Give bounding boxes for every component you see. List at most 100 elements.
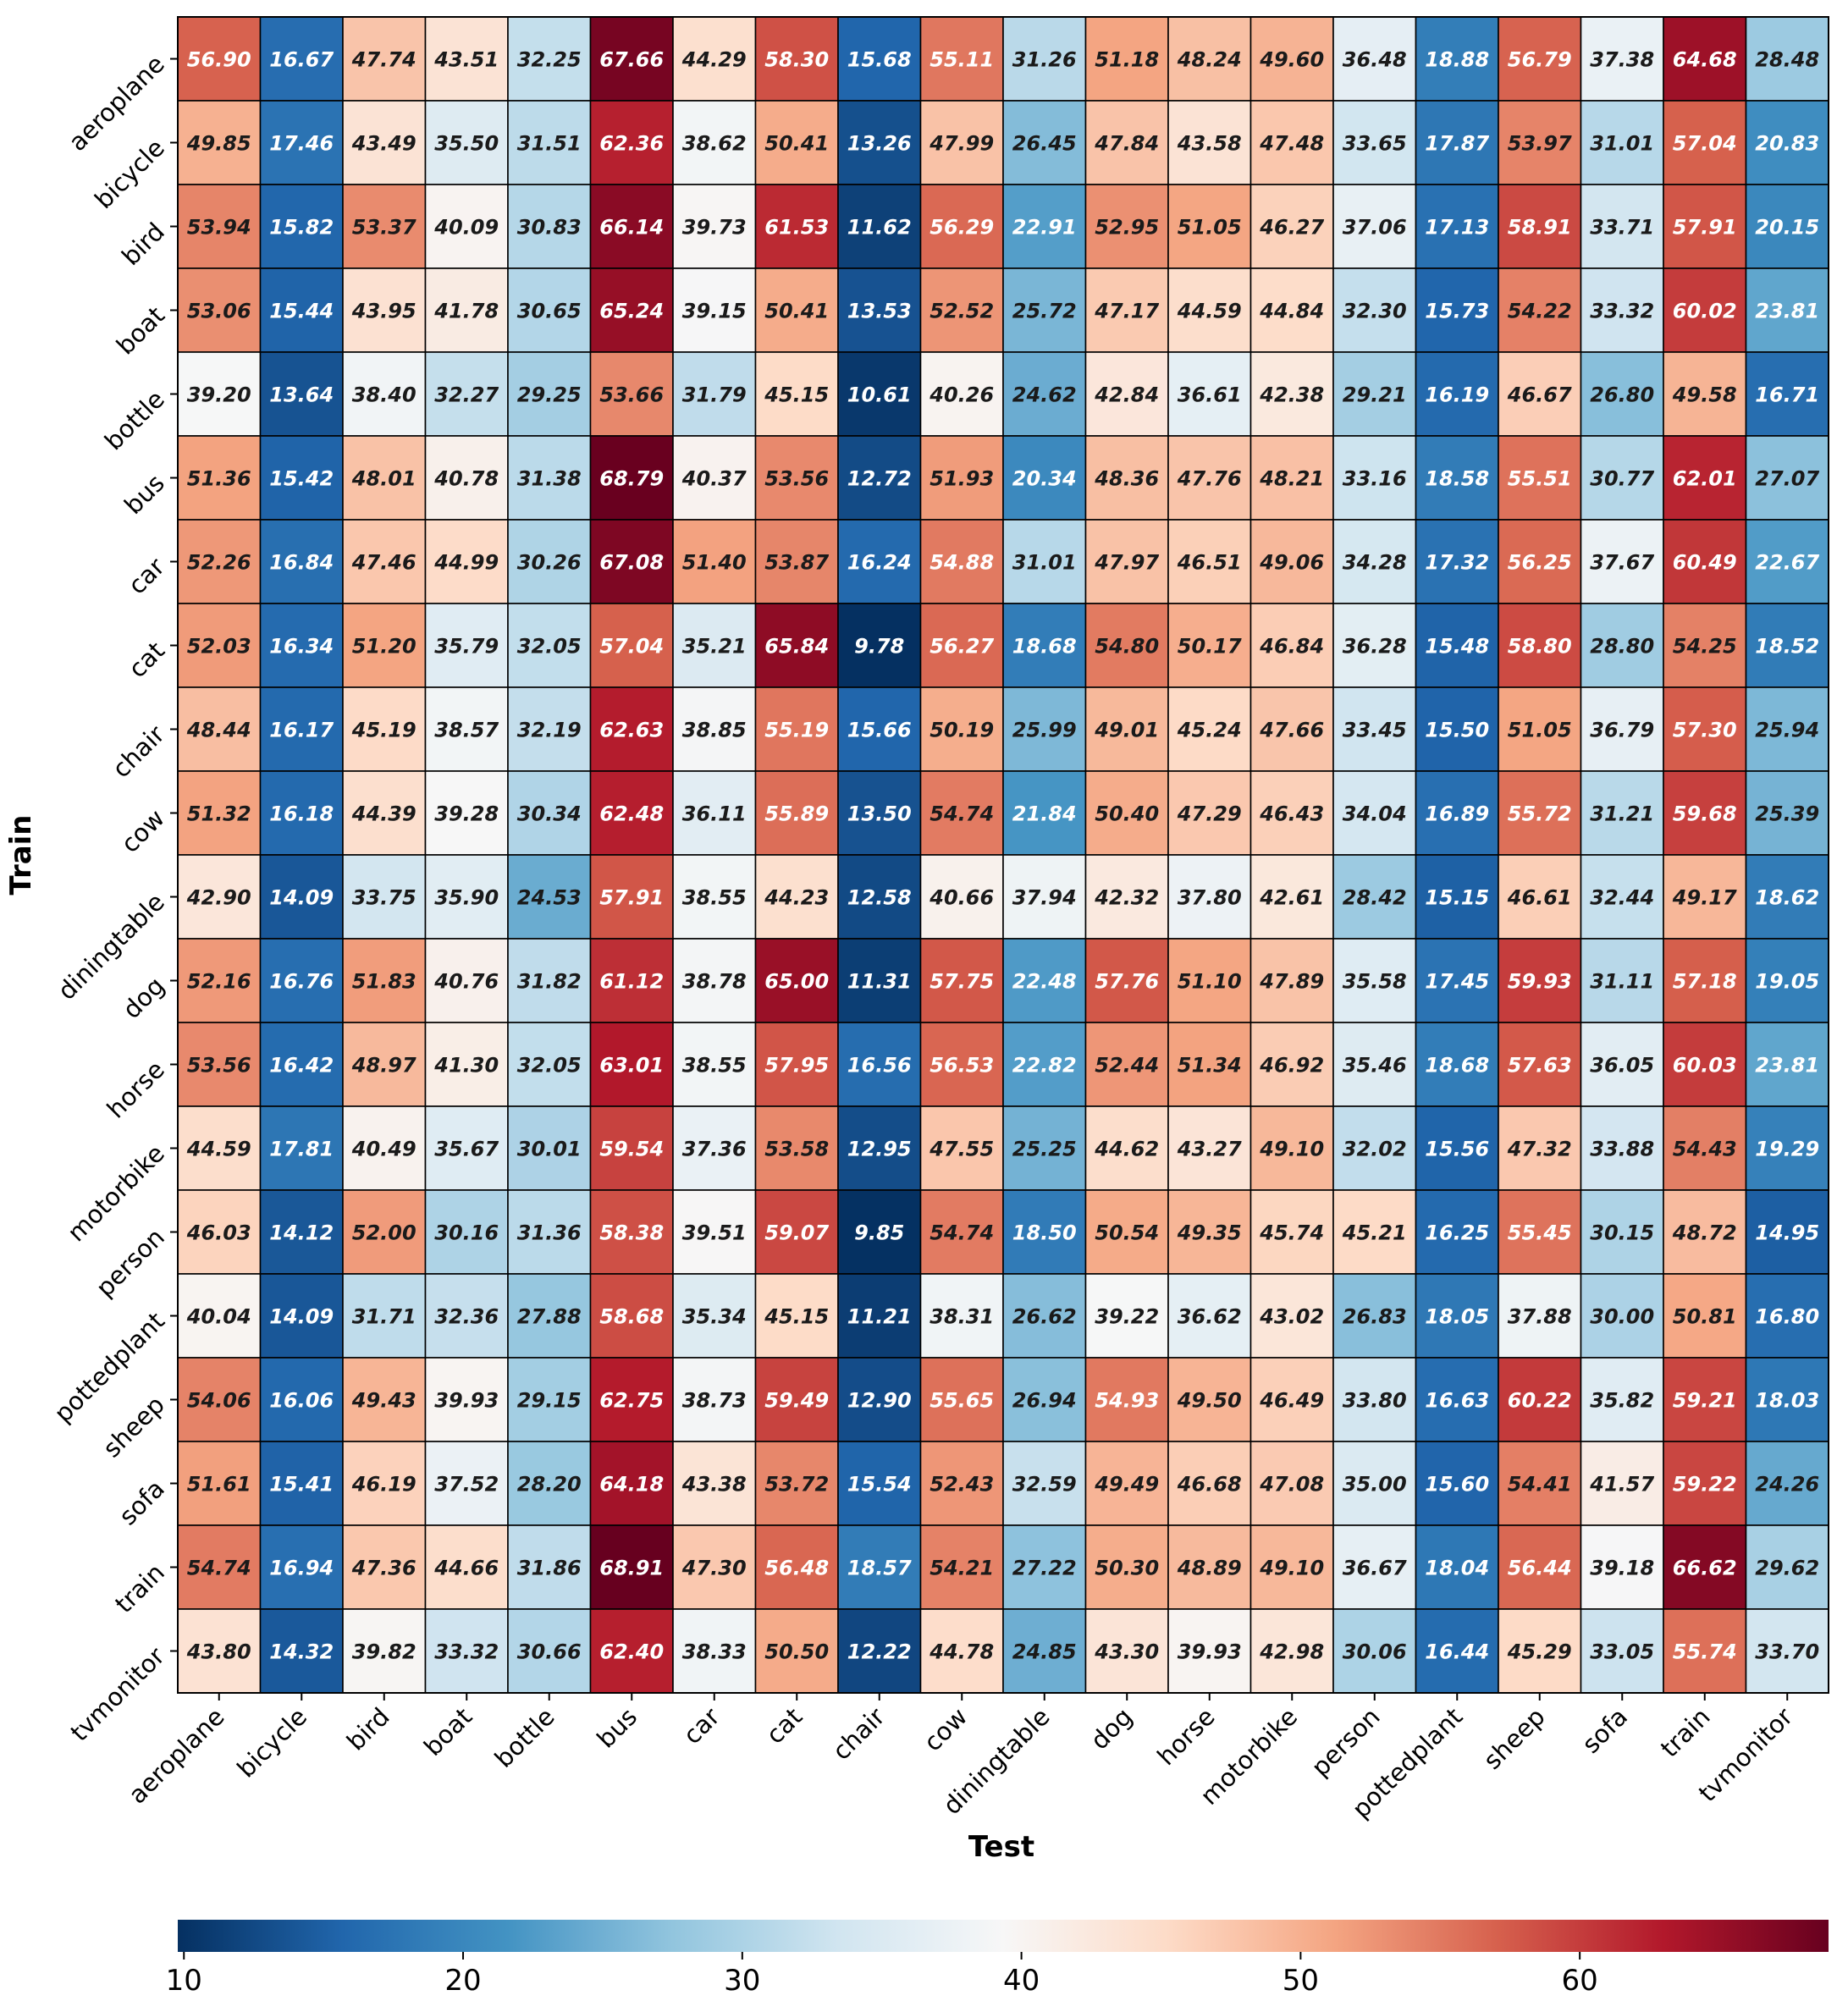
cell-value-label: 14.12	[269, 1221, 334, 1245]
cell-value-label: 59.49	[764, 1389, 829, 1413]
cell-value-label: 33.32	[1590, 300, 1654, 323]
cell-value-label: 48.24	[1177, 48, 1242, 72]
heatmap-cell	[1580, 1273, 1664, 1359]
heatmap-cell	[1167, 770, 1252, 856]
cell-value-label: 49.06	[1259, 551, 1324, 575]
cell-value-label: 31.26	[1012, 48, 1077, 72]
heatmap-cell	[589, 686, 674, 772]
heatmap-cell	[754, 1357, 839, 1442]
cell-value-label: 53.66	[599, 383, 664, 407]
cell-value-label: 51.10	[1178, 970, 1242, 994]
heatmap-cell	[1663, 435, 1747, 521]
heatmap-cell	[1745, 1022, 1829, 1107]
cell-value-label: 32.36	[434, 1305, 499, 1329]
cell-value-label: 48.72	[1672, 1221, 1737, 1245]
colorbar-tick-label: 10	[166, 1964, 202, 1998]
cell-value-label: 16.34	[269, 635, 334, 659]
cell-value-label: 32.19	[517, 719, 582, 742]
cell-value-label: 49.49	[1094, 1473, 1159, 1497]
cell-value-label: 31.01	[1590, 132, 1654, 156]
cell-value-label: 38.78	[682, 970, 747, 994]
heatmap-cell	[1249, 1608, 1334, 1694]
heatmap-cell	[1745, 435, 1829, 521]
cell-value-label: 56.25	[1508, 551, 1572, 575]
cell-value-label: 17.32	[1425, 551, 1489, 575]
heatmap-cell	[837, 267, 922, 353]
heatmap-cell	[1745, 938, 1829, 1023]
x-tick-label: dog	[1085, 1702, 1139, 1756]
heatmap-cell	[1663, 686, 1747, 772]
heatmap-cell	[672, 519, 757, 604]
cell-value-label: 48.44	[186, 719, 251, 742]
heatmap-cell	[424, 1441, 509, 1526]
cell-value-label: 60.22	[1508, 1389, 1572, 1413]
colorbar-tick-label: 30	[724, 1964, 760, 1998]
y-tick-label: cow	[115, 803, 170, 858]
cell-value-label: 38.33	[682, 1640, 747, 1664]
cell-value-label: 16.94	[269, 1557, 334, 1580]
cell-value-label: 46.68	[1177, 1473, 1242, 1497]
heatmap-cell	[1663, 267, 1747, 353]
heatmap-cell	[1580, 351, 1664, 437]
cell-value-label: 40.76	[433, 970, 499, 994]
heatmap-cell	[754, 184, 839, 269]
cell-value-label: 35.90	[434, 886, 499, 910]
y-tick-label: train	[109, 1557, 170, 1618]
heatmap-cell	[1002, 1441, 1087, 1526]
heatmap-cell	[1249, 938, 1334, 1023]
cell-value-label: 52.16	[187, 970, 251, 994]
cell-value-label: 30.16	[434, 1221, 499, 1245]
cell-value-label: 15.60	[1425, 1473, 1489, 1497]
heatmap-cell	[1002, 770, 1087, 856]
cell-value-label: 11.31	[847, 970, 912, 994]
cell-value-label: 47.97	[1094, 551, 1159, 575]
heatmap-cell	[1002, 519, 1087, 604]
cell-value-label: 38.62	[682, 132, 747, 156]
heatmap-cell	[177, 267, 262, 353]
cell-value-label: 14.32	[269, 1640, 334, 1664]
cell-value-label: 9.85	[854, 1221, 904, 1245]
cell-value-label: 62.63	[599, 719, 664, 742]
heatmap-cell	[1745, 603, 1829, 688]
heatmap-cell	[342, 1357, 427, 1442]
heatmap-cell	[177, 770, 262, 856]
heatmap-cell	[672, 351, 757, 437]
cell-value-label: 55.19	[764, 719, 829, 742]
cell-value-label: 62.40	[599, 1640, 664, 1664]
heatmap-cell	[919, 519, 1004, 604]
heatmap-cell	[919, 184, 1004, 269]
cell-value-label: 44.62	[1094, 1138, 1159, 1161]
heatmap-cell	[1002, 100, 1087, 185]
cell-value-label: 23.81	[1755, 300, 1819, 323]
heatmap-cell	[837, 1357, 922, 1442]
cell-value-label: 43.49	[351, 132, 416, 156]
heatmap-cell	[1084, 519, 1169, 604]
cell-value-label: 16.84	[269, 551, 334, 575]
heatmap-cell	[1332, 603, 1417, 688]
heatmap-cell	[754, 1189, 839, 1275]
x-tick-label: train	[1655, 1702, 1716, 1763]
cell-value-label: 26.83	[1343, 1305, 1407, 1329]
cell-value-label: 30.83	[517, 216, 582, 240]
heatmap-cell	[1332, 1357, 1417, 1442]
cell-value-label: 50.54	[1095, 1221, 1159, 1245]
heatmap-cell	[342, 519, 427, 604]
cell-value-label: 53.58	[764, 1138, 829, 1161]
x-tick-label: bicycle	[231, 1702, 312, 1783]
heatmap-cell	[754, 770, 839, 856]
cell-value-label: 23.81	[1755, 1054, 1819, 1078]
cell-value-label: 62.48	[599, 802, 664, 826]
heatmap-cell	[837, 100, 922, 185]
heatmap-cell	[259, 854, 344, 940]
cell-value-label: 48.01	[351, 467, 416, 491]
y-tick-label: bottle	[99, 384, 170, 455]
cell-value-label: 15.82	[269, 216, 334, 240]
heatmap-cell	[837, 938, 922, 1023]
cell-value-label: 14.09	[269, 886, 334, 910]
cell-value-label: 58.68	[599, 1305, 664, 1329]
cell-value-label: 49.60	[1259, 48, 1324, 72]
heatmap-cell	[342, 1105, 427, 1191]
cell-value-label: 45.24	[1177, 719, 1242, 742]
cell-value-label: 65.24	[599, 300, 664, 323]
colorbar-tick-label: 50	[1283, 1964, 1319, 1998]
